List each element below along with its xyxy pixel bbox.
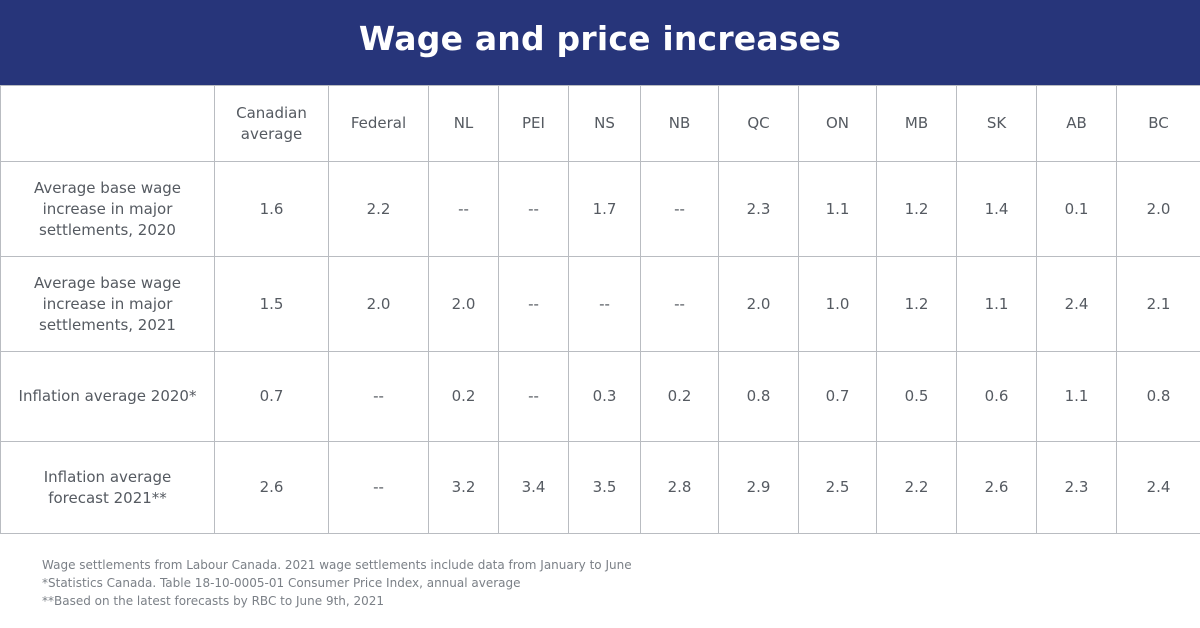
table-cell: 0.2: [428, 351, 499, 442]
row-label: Inflation average 2020*: [0, 351, 215, 442]
table-cell: 0.7: [214, 351, 329, 442]
table-cell: --: [428, 161, 499, 257]
column-header-nl: NL: [428, 85, 499, 162]
column-header-qc: QC: [718, 85, 799, 162]
table-cell: 2.4: [1036, 256, 1117, 352]
table-row: Average base wage increase in major sett…: [0, 256, 1200, 352]
table-cell: 1.1: [798, 161, 877, 257]
column-header-federal: Federal: [328, 85, 429, 162]
row-label-line: settlements, 2021: [39, 315, 176, 334]
table-cell: 2.9: [718, 441, 799, 534]
row-label: Average base wage increase in major sett…: [0, 256, 215, 352]
table-row: Average base wage increase in major sett…: [0, 161, 1200, 257]
table-cell: 0.6: [956, 351, 1037, 442]
table-cell: 2.0: [718, 256, 799, 352]
table-cell: 0.7: [798, 351, 877, 442]
row-label-line: Average base wage: [33, 178, 182, 197]
column-header-canadian-average: Canadian average: [214, 85, 329, 162]
table-cell: 3.4: [498, 441, 569, 534]
table-cell: 2.2: [876, 441, 957, 534]
footnote-rbc-forecast: **Based on the latest forecasts by RBC t…: [42, 594, 385, 608]
table-cell: --: [328, 441, 429, 534]
table-cell: 2.3: [718, 161, 799, 257]
row-label-line: settlements, 2020: [39, 220, 176, 239]
table-cell: 1.4: [956, 161, 1037, 257]
table-cell: --: [498, 161, 569, 257]
row-label-line: Inflation average: [43, 467, 172, 486]
table-cell: 0.2: [640, 351, 719, 442]
table-cell: 2.4: [1116, 441, 1200, 534]
row-label-line: increase in major: [42, 199, 173, 218]
row-label-line: Inflation average 2020*: [18, 387, 197, 405]
table-row: Inflation average 2020* 0.7 -- 0.2 -- 0.…: [0, 351, 1200, 442]
table-cell: 2.3: [1036, 441, 1117, 534]
table-cell: 1.5: [214, 256, 329, 352]
table-cell: 3.5: [568, 441, 641, 534]
table-cell: 2.0: [1116, 161, 1200, 257]
table-cell: --: [498, 351, 569, 442]
table-cell: 1.2: [876, 161, 957, 257]
table-cell: --: [640, 161, 719, 257]
column-header-sk: SK: [956, 85, 1037, 162]
footnote-cpi-source: *Statistics Canada. Table 18-10-0005-01 …: [42, 576, 521, 590]
table-header-row: Canadian average Federal NL PEI NS NB QC…: [0, 85, 1200, 162]
wage-price-table: Canadian average Federal NL PEI NS NB QC…: [0, 85, 1200, 534]
title-banner: Wage and price increases: [0, 0, 1200, 85]
column-header-bc: BC: [1116, 85, 1200, 162]
row-label-line: forecast 2021**: [48, 488, 167, 507]
table-cell: 3.2: [428, 441, 499, 534]
table-cell: 2.6: [214, 441, 329, 534]
table-cell: 0.5: [876, 351, 957, 442]
footnotes: Wage settlements from Labour Canada. 202…: [42, 556, 632, 610]
row-label: Inflation average forecast 2021**: [0, 441, 215, 534]
table-cell: 1.0: [798, 256, 877, 352]
table-cell: 2.2: [328, 161, 429, 257]
row-label: Average base wage increase in major sett…: [0, 161, 215, 257]
column-header-nb: NB: [640, 85, 719, 162]
table-cell: 2.5: [798, 441, 877, 534]
table-cell: --: [498, 256, 569, 352]
table-cell: 2.1: [1116, 256, 1200, 352]
table-cell: 0.1: [1036, 161, 1117, 257]
table-cell: 2.6: [956, 441, 1037, 534]
column-header-pei: PEI: [498, 85, 569, 162]
table-cell: 0.8: [718, 351, 799, 442]
row-label-line: Average base wage: [33, 273, 182, 292]
table-cell: 1.1: [1036, 351, 1117, 442]
column-header-mb: MB: [876, 85, 957, 162]
column-header-canadian-average-line-1: Canadian average: [236, 103, 307, 143]
table-cell: 1.6: [214, 161, 329, 257]
table-cell: 0.8: [1116, 351, 1200, 442]
row-label-line: increase in major: [42, 294, 173, 313]
table-cell: 0.3: [568, 351, 641, 442]
column-header-ns: NS: [568, 85, 641, 162]
footnote-wage-settlements: Wage settlements from Labour Canada. 202…: [42, 558, 632, 572]
table-row: Inflation average forecast 2021** 2.6 --…: [0, 441, 1200, 534]
table-cell: --: [640, 256, 719, 352]
table-cell: --: [568, 256, 641, 352]
table-cell: 1.1: [956, 256, 1037, 352]
table-cell: 2.0: [428, 256, 499, 352]
column-header-ab: AB: [1036, 85, 1117, 162]
table-cell: 1.2: [876, 256, 957, 352]
table-cell: 1.7: [568, 161, 641, 257]
corner-cell: [0, 85, 215, 162]
table-cell: --: [328, 351, 429, 442]
table-cell: 2.0: [328, 256, 429, 352]
table-cell: 2.8: [640, 441, 719, 534]
column-header-on: ON: [798, 85, 877, 162]
page-title: Wage and price increases: [358, 19, 842, 58]
